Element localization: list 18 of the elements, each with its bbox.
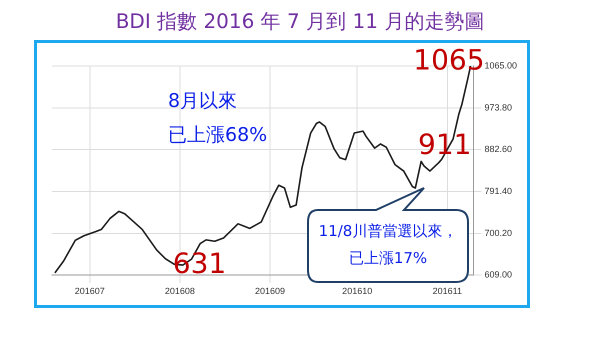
y-tick-label: 791.40	[484, 186, 512, 196]
y-tick-label: 882.60	[484, 144, 512, 154]
y-tick-label: 609.00	[484, 270, 512, 280]
chart-title: BDI 指數 2016 年 7 月到 11 月的走勢圖	[114, 8, 486, 35]
y-tick-label: 700.20	[484, 228, 512, 238]
y-tick-label: 1065.00	[484, 60, 518, 70]
x-tick-label: 201611	[432, 286, 462, 296]
annotation: 11/8川普當選以來，已上漲17%	[318, 221, 458, 269]
x-tick-label: 201608	[164, 286, 195, 296]
annotation: 631	[172, 247, 226, 280]
speech-bubble: 11/8川普當選以來，已上漲17%	[306, 186, 470, 284]
annotation: 8月以來	[168, 89, 238, 114]
annotation: 已上漲68%	[168, 123, 268, 148]
x-tick-label: 201607	[74, 286, 105, 296]
x-tick-label: 201610	[342, 286, 372, 296]
x-tick-label: 201609	[254, 286, 286, 296]
y-tick-label: 973.80	[484, 102, 512, 112]
annotation: 1065	[413, 43, 485, 76]
